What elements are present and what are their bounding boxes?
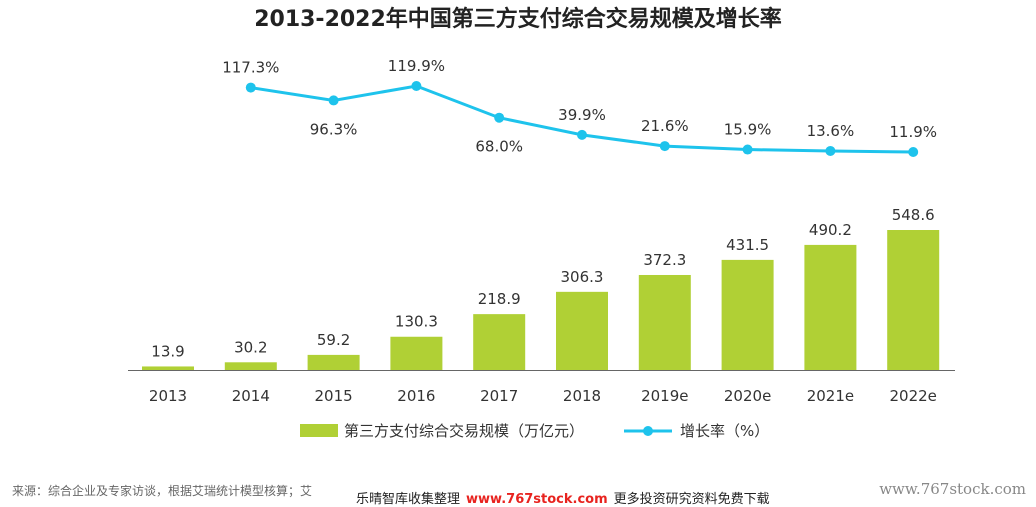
- growth-value-label: 11.9%: [889, 123, 937, 141]
- growth-point: [742, 144, 753, 155]
- growth-point: [659, 141, 670, 152]
- bar-2014: [224, 362, 277, 370]
- promo-banner: 乐晴智库收集整理 www.767stock.com 更多投资研究资料免费下载: [356, 488, 770, 507]
- growth-value-label: 13.6%: [807, 122, 855, 140]
- banner-right-text: 更多投资研究资料免费下载: [613, 492, 770, 507]
- bar-2017: [473, 314, 526, 370]
- growth-value-label: 68.0%: [475, 138, 523, 156]
- legend-line-label: 增长率（%）: [680, 422, 769, 440]
- bar-2016: [390, 336, 443, 370]
- x-tick-label: 2014: [232, 387, 270, 405]
- growth-value-label: 117.3%: [222, 59, 279, 77]
- growth-point: [825, 145, 836, 156]
- growth-value-label: 96.3%: [310, 120, 358, 138]
- x-tick-label: 2021e: [807, 387, 854, 405]
- growth-point: [245, 82, 256, 93]
- bar-value-label: 59.2: [317, 331, 350, 349]
- chart-title: 2013-2022年中国第三方支付综合交易规模及增长率: [254, 6, 782, 32]
- growth-point: [577, 129, 587, 140]
- bar-value-label: 548.6: [892, 206, 935, 224]
- growth-value-label: 21.6%: [641, 117, 689, 135]
- growth-point: [494, 112, 505, 123]
- legend-bar-swatch: [300, 424, 338, 437]
- bar-2020e: [721, 259, 774, 370]
- bar-value-label: 218.9: [478, 290, 521, 308]
- x-tick-label: 2015: [315, 387, 353, 405]
- bar-value-label: 372.3: [643, 251, 686, 269]
- legend-line-marker: [643, 426, 653, 436]
- bar-2018: [556, 291, 608, 370]
- x-tick-label: 2020e: [724, 387, 771, 405]
- bar-value-label: 490.2: [809, 221, 852, 239]
- growth-value-label: 39.9%: [558, 106, 606, 124]
- bar-value-label: 130.3: [395, 313, 438, 331]
- banner-site-link[interactable]: www.767stock.com: [466, 492, 608, 507]
- bar-2019e: [638, 274, 691, 370]
- bar-2013: [142, 366, 194, 370]
- x-tick-label: 2013: [149, 387, 187, 405]
- bar-value-label: 13.9: [151, 342, 184, 360]
- growth-value-label: 119.9%: [388, 57, 445, 75]
- bar-2022e: [887, 230, 940, 370]
- x-tick-label: 2017: [480, 387, 518, 405]
- growth-point: [328, 95, 339, 106]
- source-note: 来源：综合企业及专家访谈，根据艾瑞统计模型核算；艾: [12, 484, 313, 498]
- x-tick-label: 2016: [397, 387, 435, 405]
- bar-value-label: 30.2: [234, 338, 267, 356]
- legend-bar-label: 第三方支付综合交易规模（万亿元）: [344, 422, 584, 440]
- x-tick-label: 2022e: [889, 387, 936, 405]
- bar-value-label: 431.5: [726, 236, 769, 254]
- x-tick-label: 2019e: [641, 387, 688, 405]
- x-tick-label: 2018: [563, 387, 601, 405]
- bar-2021e: [804, 244, 857, 370]
- growth-point: [411, 81, 422, 91]
- watermark: www.767stock.com: [879, 480, 1026, 498]
- bar-2015: [307, 354, 360, 370]
- growth-value-label: 15.9%: [724, 121, 772, 139]
- bar-value-label: 306.3: [561, 268, 604, 286]
- growth-point: [908, 147, 919, 157]
- banner-left-text: 乐晴智库收集整理: [356, 492, 461, 507]
